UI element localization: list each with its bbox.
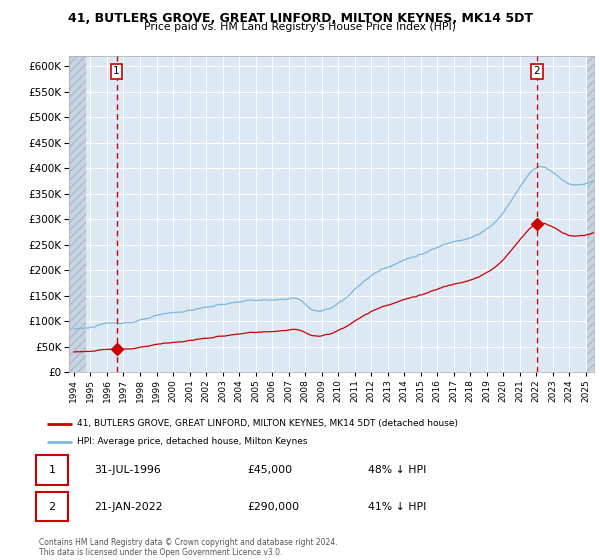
Text: 2: 2 [534,66,541,76]
Text: HPI: Average price, detached house, Milton Keynes: HPI: Average price, detached house, Milt… [77,437,308,446]
Text: 1: 1 [49,465,56,475]
Text: 21-JAN-2022: 21-JAN-2022 [94,502,163,511]
Text: 41, BUTLERS GROVE, GREAT LINFORD, MILTON KEYNES, MK14 5DT (detached house): 41, BUTLERS GROVE, GREAT LINFORD, MILTON… [77,419,458,428]
Text: 1: 1 [113,66,120,76]
Text: £290,000: £290,000 [248,502,300,511]
Text: Price paid vs. HM Land Registry's House Price Index (HPI): Price paid vs. HM Land Registry's House … [144,22,456,32]
Text: 41% ↓ HPI: 41% ↓ HPI [368,502,427,511]
Text: 48% ↓ HPI: 48% ↓ HPI [368,465,427,475]
FancyBboxPatch shape [36,492,68,521]
FancyBboxPatch shape [36,455,68,485]
Text: 31-JUL-1996: 31-JUL-1996 [94,465,161,475]
Text: 2: 2 [49,502,56,511]
Text: 41, BUTLERS GROVE, GREAT LINFORD, MILTON KEYNES, MK14 5DT: 41, BUTLERS GROVE, GREAT LINFORD, MILTON… [67,12,533,25]
Text: £45,000: £45,000 [248,465,293,475]
Text: Contains HM Land Registry data © Crown copyright and database right 2024.
This d: Contains HM Land Registry data © Crown c… [39,538,337,557]
